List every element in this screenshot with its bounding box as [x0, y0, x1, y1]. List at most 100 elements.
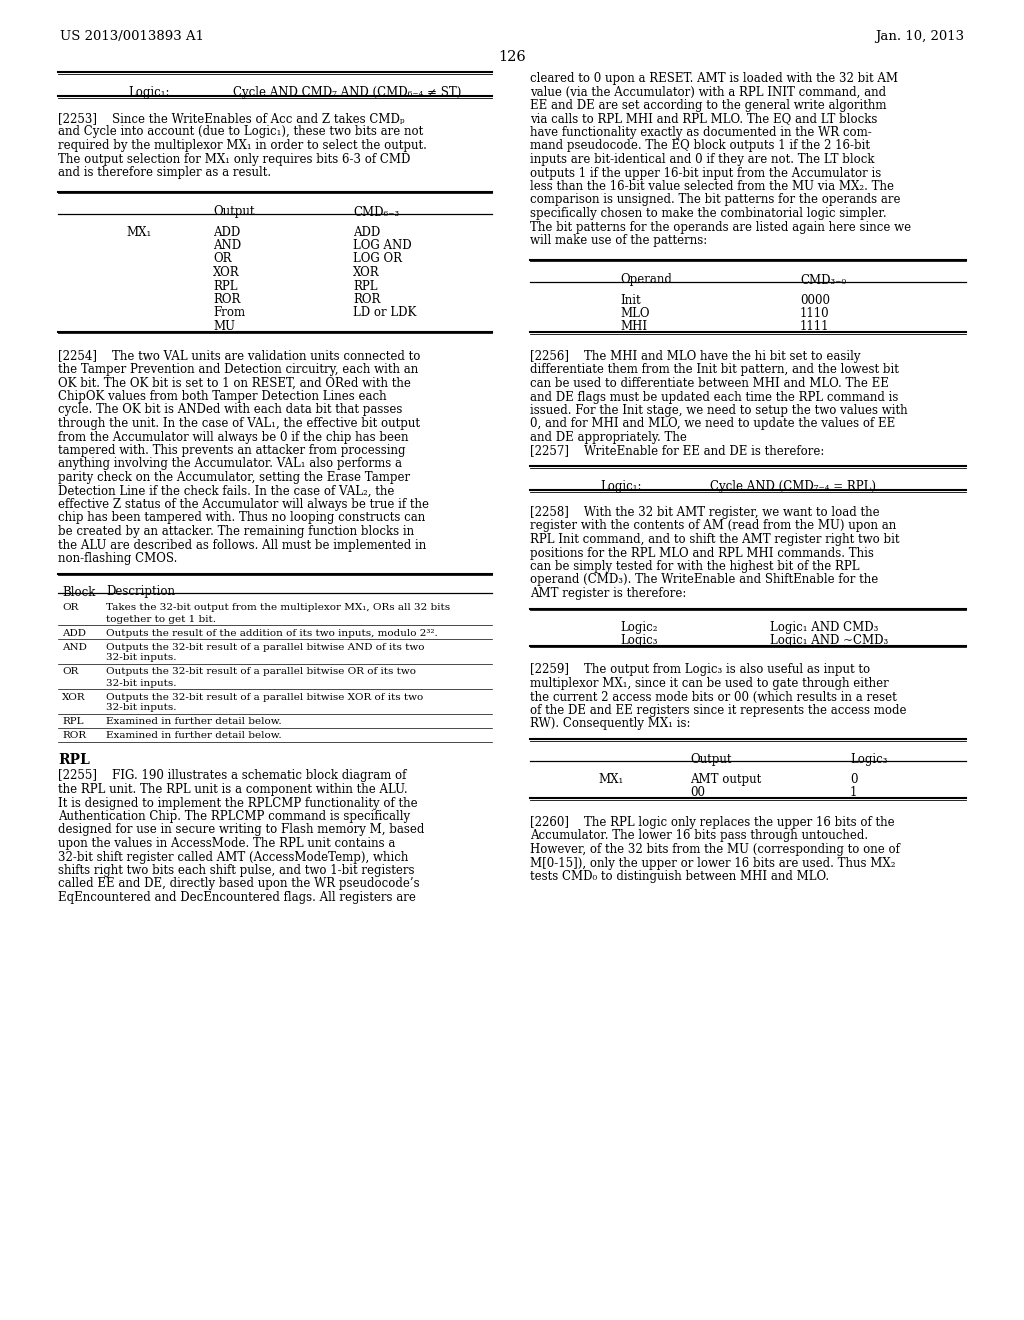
Text: US 2013/0013893 A1: US 2013/0013893 A1 [60, 30, 204, 44]
Text: 0, and for MHI and MLO, we need to update the values of EE: 0, and for MHI and MLO, we need to updat… [530, 417, 895, 430]
Text: RPL: RPL [62, 718, 84, 726]
Text: can be used to differentiate between MHI and MLO. The EE: can be used to differentiate between MHI… [530, 378, 889, 389]
Text: be created by an attacker. The remaining function blocks in: be created by an attacker. The remaining… [58, 525, 414, 539]
Text: and is therefore simpler as a result.: and is therefore simpler as a result. [58, 166, 271, 180]
Text: OK bit. The OK bit is set to 1 on RESET, and ORed with the: OK bit. The OK bit is set to 1 on RESET,… [58, 376, 411, 389]
Text: will make use of the patterns:: will make use of the patterns: [530, 234, 708, 247]
Text: The bit patterns for the operands are listed again here since we: The bit patterns for the operands are li… [530, 220, 911, 234]
Text: ROR: ROR [62, 731, 86, 741]
Text: RPL: RPL [353, 280, 378, 293]
Text: Examined in further detail below.: Examined in further detail below. [106, 731, 282, 741]
Text: differentiate them from the Init bit pattern, and the lowest bit: differentiate them from the Init bit pat… [530, 363, 899, 376]
Text: of the DE and EE registers since it represents the access mode: of the DE and EE registers since it repr… [530, 704, 906, 717]
Text: tests CMD₀ to distinguish between MHI and MLO.: tests CMD₀ to distinguish between MHI an… [530, 870, 829, 883]
Text: Logic₁ AND ~CMD₃: Logic₁ AND ~CMD₃ [770, 634, 888, 647]
Text: Block: Block [62, 586, 95, 598]
Text: non-flashing CMOS.: non-flashing CMOS. [58, 552, 177, 565]
Text: [2257]    WriteEnable for EE and DE is therefore:: [2257] WriteEnable for EE and DE is ther… [530, 445, 824, 458]
Text: can be simply tested for with the highest bit of the RPL: can be simply tested for with the highes… [530, 560, 859, 573]
Text: OR: OR [62, 668, 79, 676]
Text: Logic₃: Logic₃ [850, 752, 888, 766]
Text: 126: 126 [498, 50, 526, 63]
Text: [2258]    With the 32 bit AMT register, we want to load the: [2258] With the 32 bit AMT register, we … [530, 506, 880, 519]
Text: together to get 1 bit.: together to get 1 bit. [106, 615, 216, 623]
Text: It is designed to implement the RPLCMP functionality of the: It is designed to implement the RPLCMP f… [58, 796, 418, 809]
Text: ADD: ADD [62, 628, 86, 638]
Text: [2259]    The output from Logic₃ is also useful as input to: [2259] The output from Logic₃ is also us… [530, 664, 870, 676]
Text: Outputs the 32-bit result of a parallel bitwise XOR of its two: Outputs the 32-bit result of a parallel … [106, 693, 423, 701]
Text: MHI: MHI [620, 321, 647, 334]
Text: AND: AND [62, 643, 87, 652]
Text: EqEncountered and DecEncountered flags. All registers are: EqEncountered and DecEncountered flags. … [58, 891, 416, 904]
Text: parity check on the Accumulator, setting the Erase Tamper: parity check on the Accumulator, setting… [58, 471, 411, 484]
Text: upon the values in AccessMode. The RPL unit contains a: upon the values in AccessMode. The RPL u… [58, 837, 395, 850]
Text: Jan. 10, 2013: Jan. 10, 2013 [874, 30, 964, 44]
Text: tampered with. This prevents an attacker from processing: tampered with. This prevents an attacker… [58, 444, 406, 457]
Text: multiplexor MX₁, since it can be used to gate through either: multiplexor MX₁, since it can be used to… [530, 677, 889, 690]
Text: mand pseudocode. The EQ block outputs 1 if the 2 16-bit: mand pseudocode. The EQ block outputs 1 … [530, 140, 870, 153]
Text: Description: Description [106, 586, 175, 598]
Text: RPL Init command, and to shift the AMT register right two bit: RPL Init command, and to shift the AMT r… [530, 533, 899, 546]
Text: Accumulator. The lower 16 bits pass through untouched.: Accumulator. The lower 16 bits pass thro… [530, 829, 868, 842]
Text: XOR: XOR [213, 267, 240, 279]
Text: Operand: Operand [620, 273, 672, 286]
Text: Logic₁ AND CMD₃: Logic₁ AND CMD₃ [770, 620, 879, 634]
Text: Outputs the 32-bit result of a parallel bitwise OR of its two: Outputs the 32-bit result of a parallel … [106, 668, 416, 676]
Text: [2260]    The RPL logic only replaces the upper 16 bits of the: [2260] The RPL logic only replaces the u… [530, 816, 895, 829]
Text: Cycle AND CMD₇ AND (CMD₆₋₄ ≠ ST): Cycle AND CMD₇ AND (CMD₆₋₄ ≠ ST) [233, 86, 462, 99]
Text: XOR: XOR [353, 267, 380, 279]
Text: Takes the 32-bit output from the multiplexor MX₁, ORs all 32 bits: Takes the 32-bit output from the multipl… [106, 603, 451, 612]
Text: required by the multiplexor MX₁ in order to select the output.: required by the multiplexor MX₁ in order… [58, 139, 427, 152]
Text: [2254]    The two VAL units are validation units connected to: [2254] The two VAL units are validation … [58, 350, 421, 363]
Text: comparison is unsigned. The bit patterns for the operands are: comparison is unsigned. The bit patterns… [530, 194, 900, 206]
Text: ROR: ROR [213, 293, 241, 306]
Text: the Tamper Prevention and Detection circuitry, each with an: the Tamper Prevention and Detection circ… [58, 363, 418, 376]
Text: However, of the 32 bits from the MU (corresponding to one of: However, of the 32 bits from the MU (cor… [530, 843, 900, 855]
Text: CMD₆₋₃: CMD₆₋₃ [353, 206, 399, 219]
Text: 00: 00 [690, 787, 705, 800]
Text: Init: Init [620, 293, 641, 306]
Text: XOR: XOR [62, 693, 86, 701]
Text: 32-bit shift register called AMT (AccessModeTemp), which: 32-bit shift register called AMT (Access… [58, 850, 409, 863]
Text: chip has been tampered with. Thus no looping constructs can: chip has been tampered with. Thus no loo… [58, 511, 425, 524]
Text: Cycle AND (CMD₇₋₄ = RPL): Cycle AND (CMD₇₋₄ = RPL) [710, 480, 876, 492]
Text: 1: 1 [850, 787, 857, 800]
Text: 1111: 1111 [800, 321, 829, 334]
Text: Logic₃: Logic₃ [620, 634, 657, 647]
Text: through the unit. In the case of VAL₁, the effective bit output: through the unit. In the case of VAL₁, t… [58, 417, 420, 430]
Text: RPL: RPL [58, 754, 90, 767]
Text: less than the 16-bit value selected from the MU via MX₂. The: less than the 16-bit value selected from… [530, 180, 894, 193]
Text: designed for use in secure writing to Flash memory M, based: designed for use in secure writing to Fl… [58, 824, 424, 837]
Text: RW). Consequently MX₁ is:: RW). Consequently MX₁ is: [530, 718, 690, 730]
Text: [2255]    FIG. 190 illustrates a schematic block diagram of: [2255] FIG. 190 illustrates a schematic … [58, 770, 407, 783]
Text: ROR: ROR [353, 293, 380, 306]
Text: Output: Output [690, 752, 731, 766]
Text: MX₁: MX₁ [126, 226, 152, 239]
Text: Output: Output [213, 206, 255, 219]
Text: 32-bit inputs.: 32-bit inputs. [106, 653, 176, 663]
Text: anything involving the Accumulator. VAL₁ also performs a: anything involving the Accumulator. VAL₁… [58, 458, 402, 470]
Text: EE and DE are set according to the general write algorithm: EE and DE are set according to the gener… [530, 99, 887, 112]
Text: the ALU are described as follows. All must be implemented in: the ALU are described as follows. All mu… [58, 539, 426, 552]
Text: LD or LDK: LD or LDK [353, 306, 417, 319]
Text: RPL: RPL [213, 280, 238, 293]
Text: and DE appropriately. The: and DE appropriately. The [530, 432, 687, 444]
Text: OR: OR [62, 603, 79, 612]
Text: shifts right two bits each shift pulse, and two 1-bit registers: shifts right two bits each shift pulse, … [58, 865, 415, 876]
Text: The output selection for MX₁ only requires bits 6-3 of CMD: The output selection for MX₁ only requir… [58, 153, 411, 165]
Text: register with the contents of AM (read from the MU) upon an: register with the contents of AM (read f… [530, 520, 896, 532]
Text: Detection Line if the check fails. In the case of VAL₂, the: Detection Line if the check fails. In th… [58, 484, 394, 498]
Text: specifically chosen to make the combinatorial logic simpler.: specifically chosen to make the combinat… [530, 207, 887, 220]
Text: CMD₃₋₀: CMD₃₋₀ [800, 273, 846, 286]
Text: from the Accumulator will always be 0 if the chip has been: from the Accumulator will always be 0 if… [58, 430, 409, 444]
Text: ADD: ADD [213, 226, 241, 239]
Text: Examined in further detail below.: Examined in further detail below. [106, 718, 282, 726]
Text: Logic₁:: Logic₁: [128, 86, 170, 99]
Text: inputs are bit-identical and 0 if they are not. The LT block: inputs are bit-identical and 0 if they a… [530, 153, 874, 166]
Text: the RPL unit. The RPL unit is a component within the ALU.: the RPL unit. The RPL unit is a componen… [58, 783, 408, 796]
Text: LOG OR: LOG OR [353, 252, 402, 265]
Text: via calls to RPL MHI and RPL MLO. The EQ and LT blocks: via calls to RPL MHI and RPL MLO. The EQ… [530, 112, 878, 125]
Text: and Cycle into account (due to Logic₁), these two bits are not: and Cycle into account (due to Logic₁), … [58, 125, 423, 139]
Text: AND: AND [213, 239, 241, 252]
Text: the current 2 access mode bits or 00 (which results in a reset: the current 2 access mode bits or 00 (wh… [530, 690, 897, 704]
